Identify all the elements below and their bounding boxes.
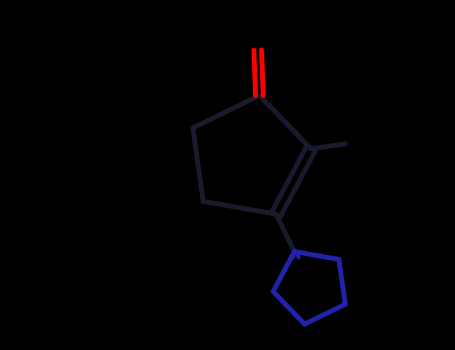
Text: N: N — [291, 248, 301, 261]
